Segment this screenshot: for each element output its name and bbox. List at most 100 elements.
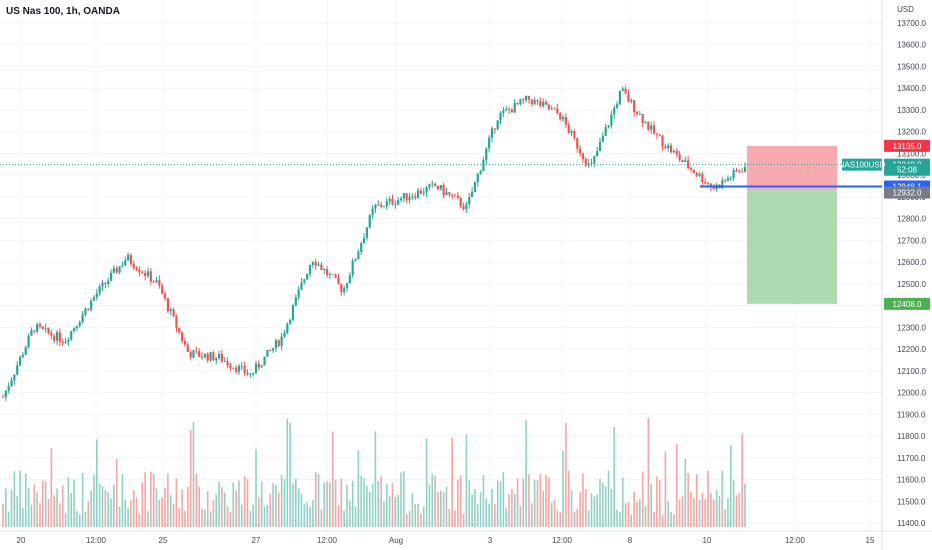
volume-bar [110,498,112,527]
volume-bar [195,473,198,527]
volume-bar [246,479,249,527]
volume-bar [587,510,590,527]
volume-bar [331,431,334,527]
volume-bar [141,482,144,527]
candle-body [564,117,567,125]
candle-body [263,356,266,366]
volume-bar [138,513,141,527]
candle-body [536,99,539,102]
volume-bar [539,474,542,527]
volume-bar [494,503,496,527]
candle-body [87,308,90,310]
volume-bar [266,504,269,527]
price-lines [0,164,882,188]
volume-bar [602,482,604,527]
candle-body [524,95,528,101]
volume-bar [582,473,584,527]
volume-bar [511,488,513,527]
volume-bar [556,510,559,527]
candle-body [704,182,707,184]
volume-bar [252,504,254,527]
volume-bar [13,471,16,527]
volume-bar [664,451,667,527]
candle-body [675,150,678,155]
volume-bar [462,514,465,527]
take-profit-zone [747,189,837,304]
candle-body [297,289,300,298]
price-tag-label: 12932.0 [893,189,922,198]
volume-bar [496,480,499,527]
volume-bar [667,501,670,527]
volume-bar [132,490,135,527]
candle-body [351,260,354,276]
volume-bar [343,510,345,527]
candle-body [115,268,118,273]
candle-body [596,151,599,156]
candle-body [300,282,303,290]
candle-body [382,206,386,208]
volume-bar [536,480,539,527]
volume-bar [374,431,377,527]
candle-body [132,263,135,269]
candle-body [468,197,471,204]
volume-bar [309,507,311,527]
candle-body [348,275,351,284]
volume-bar [661,514,664,527]
candle-body [246,373,249,375]
candle-body [547,104,550,110]
candle-body [706,183,710,185]
candle-body [195,350,198,352]
candle-body [428,184,431,188]
volume-bar [360,475,363,527]
volume-bar [650,483,652,527]
candle-body [684,160,687,162]
y-tick-label: 12200.0 [897,345,926,354]
volume-bar [300,493,303,527]
volume-bar [653,511,655,527]
volume-bar [33,484,36,527]
volume-bar [164,487,166,527]
volume-bar [357,449,360,527]
candle-body [374,205,377,209]
candle-body [405,193,408,200]
volume-bar [104,490,107,527]
volume-bar [56,488,58,527]
x-tick-label: 12:00 [785,536,806,545]
candle-body [323,269,326,270]
candle-body [252,372,255,375]
candle-body [687,160,690,168]
volume-bar [633,491,635,527]
volume-bar [522,478,525,527]
volume-bar [468,480,471,527]
candle-body [311,261,314,265]
candle-body [209,352,212,361]
stop-loss-zone [747,145,837,190]
candle-body [493,128,496,130]
volume-bar [639,499,641,527]
candle-body [345,283,349,288]
candle-body [220,353,224,362]
candle-body [161,285,164,294]
candle-body [610,114,613,126]
volume-bar [36,492,38,527]
candle-body [542,102,545,107]
candle-body [488,137,491,149]
volume-bar [127,507,129,527]
volume-bar [366,486,368,527]
volume-bar [50,447,53,527]
candle-body [633,100,636,113]
candle-body [229,365,232,368]
volume-bar [96,439,98,527]
candle-body [200,356,204,358]
volume-bar [93,474,95,527]
candle-body [67,339,70,342]
candle-body [36,324,39,332]
candle-body [448,192,451,195]
candle-body [436,186,440,190]
candle-body [462,206,465,210]
candle-body [317,264,320,266]
volume-bar [400,472,402,527]
price-tag-label: 13135.0 [893,142,922,151]
